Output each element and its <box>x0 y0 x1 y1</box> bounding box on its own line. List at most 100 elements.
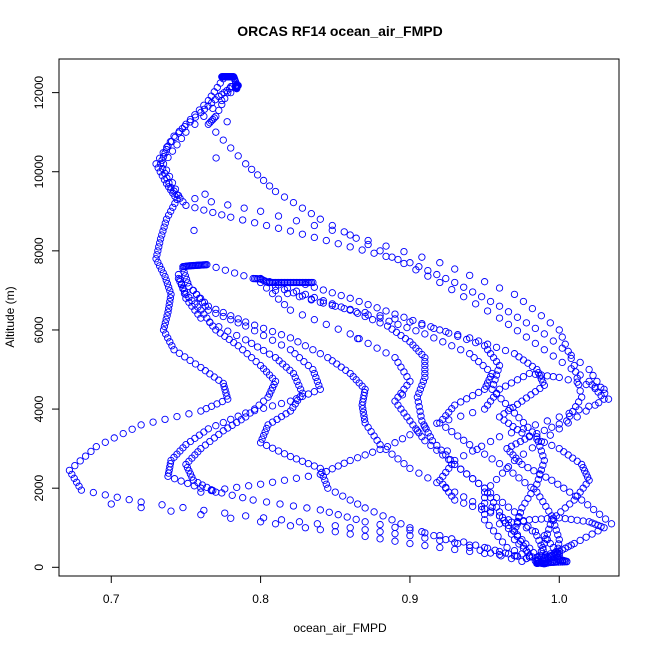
data-point <box>197 511 205 519</box>
data-point <box>510 552 519 560</box>
data-point <box>551 521 559 530</box>
data-point <box>186 118 194 126</box>
data-point <box>191 204 199 212</box>
data-point <box>480 505 489 513</box>
data-point <box>274 224 283 232</box>
data-point <box>397 331 405 340</box>
data-point <box>157 265 166 274</box>
data-point <box>110 434 118 442</box>
data-point <box>324 353 332 362</box>
data-point <box>537 466 545 474</box>
data-point <box>430 532 438 540</box>
data-point <box>500 410 508 418</box>
data-point <box>561 504 569 512</box>
data-point <box>522 319 531 327</box>
data-point <box>234 342 242 350</box>
data-point <box>504 524 513 533</box>
data-point <box>582 407 590 415</box>
data-point <box>247 353 256 362</box>
data-point <box>421 373 429 382</box>
data-point <box>504 419 513 427</box>
data-point <box>215 106 223 115</box>
data-point <box>537 515 545 523</box>
data-point <box>560 484 568 492</box>
data-point <box>280 193 289 201</box>
data-point <box>291 350 299 358</box>
data-point <box>560 448 568 456</box>
data-point <box>561 340 569 348</box>
data-point <box>277 516 286 524</box>
data-point <box>312 373 320 382</box>
data-point <box>564 347 572 355</box>
data-point <box>246 409 254 417</box>
data-point <box>563 558 571 566</box>
data-point <box>166 297 174 306</box>
y-tick-label: 2000 <box>32 475 46 502</box>
data-point <box>274 447 283 455</box>
data-point <box>159 153 168 161</box>
data-point <box>536 442 544 450</box>
data-point <box>403 323 411 332</box>
data-point <box>376 520 384 529</box>
data-point <box>295 353 304 362</box>
data-point <box>191 111 199 119</box>
data-point <box>391 530 399 538</box>
data-point <box>293 377 301 386</box>
data-point <box>546 520 554 529</box>
data-point <box>436 532 444 540</box>
data-point <box>304 472 313 480</box>
y-tick-label: 0 <box>32 564 46 571</box>
data-point <box>256 518 265 526</box>
data-point <box>424 474 432 482</box>
data-point <box>227 312 235 320</box>
data-point <box>480 278 489 286</box>
data-point <box>280 300 289 309</box>
data-point <box>376 441 384 449</box>
data-point <box>295 293 304 301</box>
data-point <box>233 331 241 340</box>
data-point <box>216 329 224 337</box>
data-point <box>535 536 543 545</box>
data-point <box>164 334 172 342</box>
data-point <box>466 547 474 556</box>
data-point <box>292 217 301 225</box>
y-tick-label: 8000 <box>32 237 46 264</box>
data-point <box>492 494 501 502</box>
data-point <box>388 325 396 333</box>
data-point <box>394 358 402 367</box>
data-point <box>495 460 504 468</box>
data-point <box>316 526 324 534</box>
data-point <box>398 435 407 443</box>
data-point <box>555 549 563 558</box>
data-point <box>242 336 250 344</box>
data-point <box>331 488 339 496</box>
data-point <box>304 390 313 398</box>
data-point <box>301 342 310 350</box>
data-point <box>494 366 502 374</box>
data-point <box>239 346 247 354</box>
data-point <box>468 502 477 511</box>
data-point <box>216 79 224 87</box>
data-point <box>161 415 169 424</box>
data-point <box>474 479 483 488</box>
data-point <box>259 346 268 355</box>
data-point <box>92 442 100 451</box>
data-point <box>522 333 531 341</box>
data-point <box>286 522 295 530</box>
data-point <box>186 115 195 124</box>
data-point <box>242 318 250 326</box>
data-point <box>227 415 235 424</box>
data-point <box>81 452 90 460</box>
data-point <box>583 501 592 509</box>
data-point <box>265 182 274 190</box>
data-point <box>519 356 528 364</box>
data-point <box>158 501 166 509</box>
data-point <box>427 323 435 331</box>
data-point <box>537 547 545 556</box>
data-point <box>558 557 566 565</box>
data-point <box>310 369 319 378</box>
data-point <box>262 424 271 433</box>
data-point <box>294 338 302 346</box>
data-point <box>445 416 453 424</box>
data-point <box>385 317 393 325</box>
